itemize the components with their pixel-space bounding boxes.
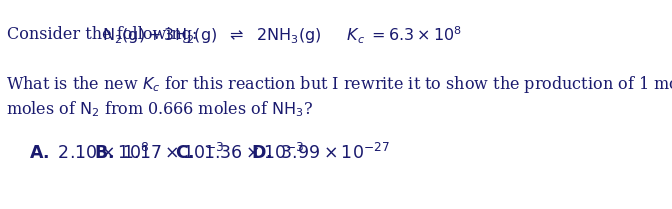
- Text: Consider the following:: Consider the following:: [7, 26, 197, 43]
- Text: $\mathbf{D.}$ $3.99 \times 10^{-27}$: $\mathbf{D.}$ $3.99 \times 10^{-27}$: [251, 143, 390, 163]
- Text: What is the new $\mathit{K_c}$ for this reaction but I rewrite it to show the pr: What is the new $\mathit{K_c}$ for this …: [6, 74, 672, 95]
- Text: $\mathbf{C.}$ $1.36 \times 10^{-3}$: $\mathbf{C.}$ $1.36 \times 10^{-3}$: [175, 143, 304, 163]
- Text: moles of $\mathrm{N_2}$ from 0.666 moles of $\mathrm{NH_3}$?: moles of $\mathrm{N_2}$ from 0.666 moles…: [6, 99, 312, 119]
- Text: $\mathbf{A.}$ $2.10 \times 10^{8}$: $\mathbf{A.}$ $2.10 \times 10^{8}$: [28, 143, 149, 163]
- Text: $\mathrm{N_2(g) + 3H_2(g)}$  $\rightleftharpoons$  $\mathrm{2NH_3(g)}$     $\mat: $\mathrm{N_2(g) + 3H_2(g)}$ $\rightlefth…: [101, 24, 462, 46]
- Text: $\mathbf{B.}$ $1.17 \times 10^{-3}$: $\mathbf{B.}$ $1.17 \times 10^{-3}$: [93, 143, 224, 163]
